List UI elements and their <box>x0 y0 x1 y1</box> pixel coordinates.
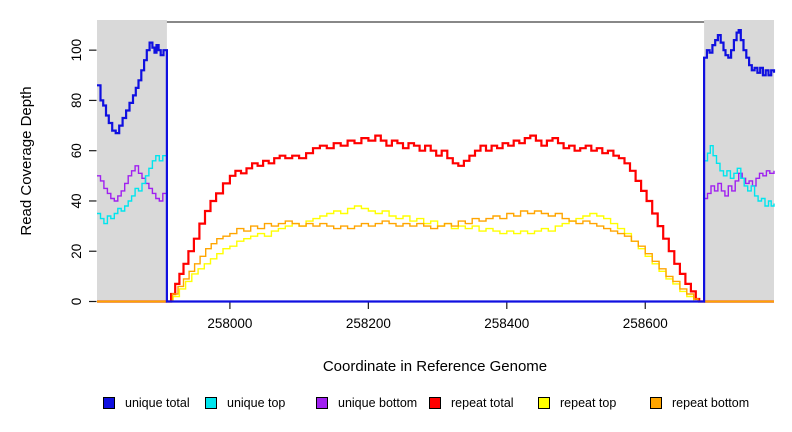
y-tick-label: 0 <box>69 298 84 306</box>
legend: unique total unique top unique bottom repea… <box>0 392 792 418</box>
legend-label: unique top <box>227 396 286 410</box>
legend-swatch-icon <box>429 397 441 409</box>
legend-item-repeat-bottom: repeat bottom <box>650 396 749 410</box>
legend-item-unique-top: unique top <box>205 396 285 410</box>
y-tick-label: 80 <box>69 93 84 108</box>
legend-item-repeat-top: repeat top <box>538 396 616 410</box>
y-tick-label: 60 <box>69 143 84 158</box>
series-repeat-top <box>97 205 774 303</box>
legend-label: repeat bottom <box>672 396 750 410</box>
y-tick-label: 100 <box>69 39 84 62</box>
shaded-region <box>704 20 774 303</box>
y-axis-title: Read Coverage Depth <box>18 86 35 236</box>
legend-item-unique-total: unique total <box>103 396 190 410</box>
x-tick-label: 258000 <box>207 316 252 331</box>
y-tick-label: 20 <box>69 244 84 259</box>
legend-swatch-icon <box>650 397 662 409</box>
x-tick-label: 258600 <box>623 316 668 331</box>
legend-label: unique bottom <box>338 396 418 410</box>
y-tick-label: 40 <box>69 193 84 208</box>
legend-label: repeat top <box>560 396 617 410</box>
legend-swatch-icon <box>316 397 328 409</box>
x-axis-title: Coordinate in Reference Genome <box>322 358 548 375</box>
series-unique-total <box>97 29 776 303</box>
legend-item-unique-bottom: unique bottom <box>316 396 417 410</box>
x-tick-label: 258400 <box>484 316 529 331</box>
legend-label: repeat total <box>451 396 514 410</box>
legend-swatch-icon <box>103 397 115 409</box>
legend-label: unique total <box>125 396 190 410</box>
x-tick-label: 258200 <box>346 316 391 331</box>
series-repeat-bottom <box>97 210 774 303</box>
legend-item-repeat-total: repeat total <box>429 396 514 410</box>
series-repeat-total <box>97 134 774 303</box>
legend-swatch-icon <box>205 397 217 409</box>
legend-swatch-icon <box>538 397 550 409</box>
